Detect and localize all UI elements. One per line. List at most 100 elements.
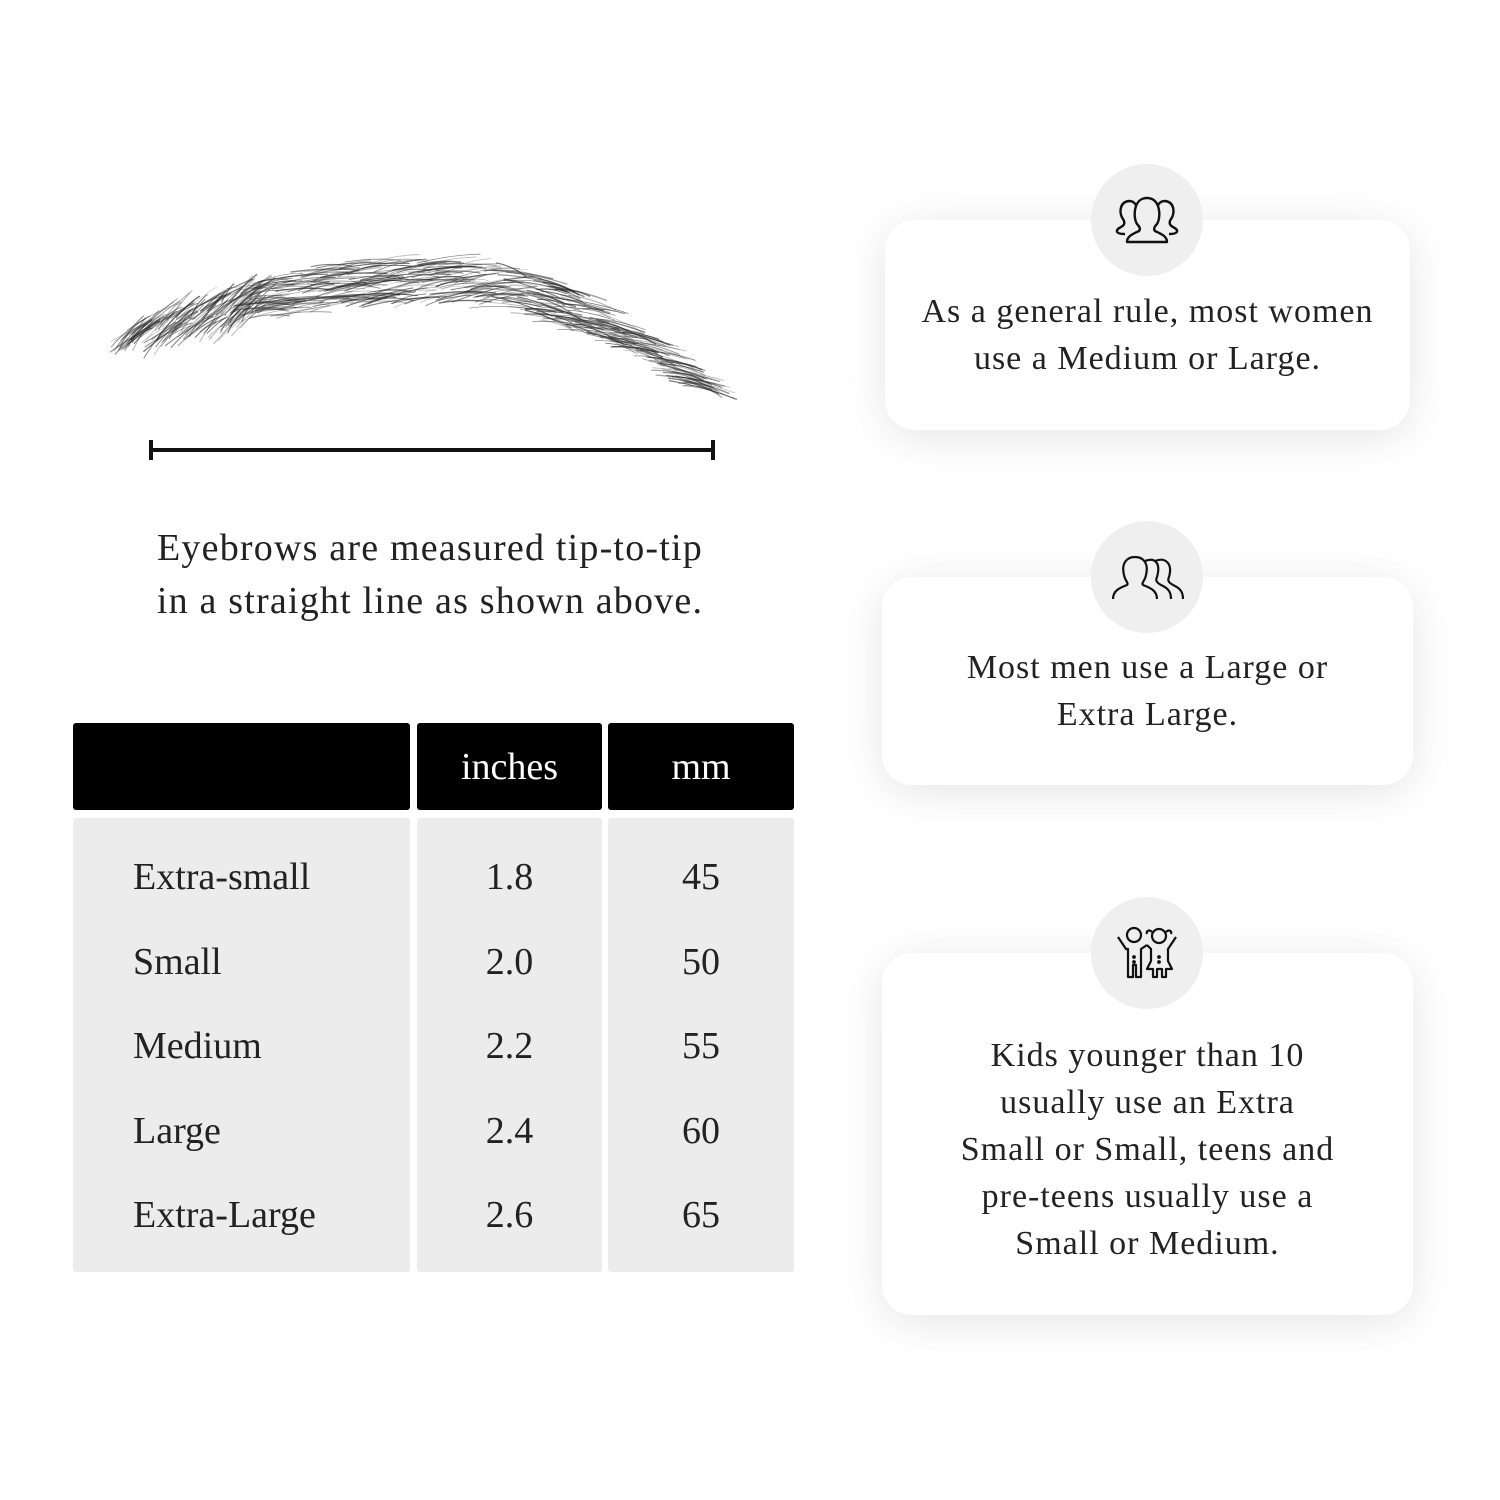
eyebrow-hair-stroke [239, 297, 300, 305]
kids-icon [1117, 926, 1177, 979]
eyebrow-hair-stroke [362, 271, 425, 285]
eyebrow-hair-stroke [320, 272, 388, 279]
eyebrow-hair-stroke [254, 280, 297, 289]
eyebrow-hair-stroke [254, 301, 303, 312]
eyebrow-hair-stroke [126, 302, 182, 331]
eyebrow-hair-stroke [524, 313, 582, 322]
eyebrow-hair-stroke [310, 263, 353, 268]
measurement-ruler [149, 440, 715, 460]
eyebrow-hair-stroke [226, 287, 268, 324]
card-text: pre-teens usually use a [981, 1177, 1314, 1215]
eyebrow-hair-stroke [283, 296, 351, 302]
eyebrow-hair-stroke [524, 307, 557, 313]
eyebrow-hair-stroke [540, 295, 611, 311]
eyebrow-hair-stroke [241, 291, 262, 322]
eyebrow-hair-stroke [372, 262, 437, 278]
eyebrow-hair-stroke [306, 280, 367, 284]
eyebrow-hair-stroke [395, 270, 431, 275]
card-text: Extra Large. [1056, 696, 1239, 733]
men-icon-badge [1091, 521, 1203, 633]
eyebrow-hair-stroke [483, 297, 546, 307]
eyebrow-hair-stroke [229, 277, 276, 314]
eyebrow-hair-stroke [667, 378, 736, 394]
eyebrow-hair-stroke [191, 292, 232, 321]
eyebrow-hair-stroke [249, 314, 290, 319]
eyebrow-hair-stroke [390, 261, 447, 274]
eyebrow-hair-stroke [429, 271, 464, 276]
eyebrow-hair-stroke [617, 340, 680, 350]
eyebrow-hair-stroke [313, 266, 381, 284]
inches-value: 2.6 [485, 1194, 534, 1236]
eyebrow-hair-stroke [315, 284, 362, 298]
eyebrow-hair-stroke [404, 275, 469, 285]
eyebrow-hair-stroke [575, 322, 642, 334]
size-label: Extra-Large [133, 1194, 316, 1236]
eyebrow-hair-stroke [468, 272, 499, 282]
eyebrow-hair-stroke [144, 301, 174, 327]
eyebrow-hair-stroke [137, 310, 178, 340]
eyebrow-hair-stroke [651, 369, 705, 380]
inches-value: 1.8 [485, 856, 534, 898]
eyebrow-hair-stroke [668, 371, 715, 389]
eyebrow-hair-stroke [599, 336, 637, 345]
eyebrow-hair-stroke [423, 265, 487, 270]
eyebrow-hair-stroke [551, 285, 608, 302]
eyebrow-hair-stroke [667, 377, 730, 395]
eyebrow-hair-stroke [513, 300, 576, 310]
eyebrow-hair-stroke [154, 292, 190, 332]
eyebrow-hair-stroke [344, 258, 401, 263]
eyebrow-hair-stroke [157, 312, 175, 330]
eyebrow-hair-stroke [227, 297, 253, 326]
eyebrow-hair-stroke [255, 306, 297, 312]
eyebrow-hair-stroke [193, 290, 240, 320]
eyebrow-hair-stroke [503, 279, 569, 293]
eyebrow-hair-stroke [341, 294, 396, 298]
eyebrow-hair-stroke [252, 302, 292, 310]
eyebrow-hair-stroke [243, 296, 286, 308]
eyebrow-hair-stroke [675, 375, 717, 391]
eyebrow-hair-stroke [373, 258, 421, 265]
card-text: Kids younger than 10 [990, 1036, 1305, 1074]
eyebrow-hair-stroke [319, 284, 381, 302]
mm-value: 45 [682, 856, 720, 898]
eyebrow-hair-stroke [219, 295, 262, 332]
eyebrow-hair-stroke [686, 379, 713, 390]
size-column: Extra-small Small Medium Large Extra-Lar… [73, 818, 410, 1272]
eyebrow-hair-stroke [287, 282, 341, 293]
eyebrow-hair-stroke [110, 315, 151, 348]
eyebrow-hair-stroke [383, 260, 428, 265]
eyebrow-hair-stroke [390, 295, 447, 304]
eyebrow-hair-stroke [674, 368, 709, 385]
eyebrow-hair-stroke [465, 268, 529, 281]
eyebrow-hair-stroke [486, 292, 524, 298]
eyebrow-hair-stroke [136, 310, 178, 336]
eyebrow-hair-stroke [130, 319, 153, 335]
eyebrow-hair-stroke [533, 279, 581, 300]
eyebrow-hair-stroke [567, 326, 602, 332]
eyebrow-hair-stroke [460, 285, 507, 295]
eyebrow-hair-stroke [128, 324, 145, 347]
eyebrow-hair-stroke [612, 320, 644, 335]
eyebrow-hair-stroke [501, 297, 532, 303]
eyebrow-hair-stroke [609, 331, 680, 348]
size-label: Medium [133, 1025, 262, 1067]
eyebrow-hair-stroke [394, 284, 440, 289]
eyebrow-hair-stroke [114, 313, 165, 342]
eyebrow-hair-stroke [283, 296, 337, 299]
eyebrow-hair-stroke [159, 306, 183, 326]
eyebrow-hair-stroke [381, 278, 441, 287]
eyebrow-hair-stroke [135, 298, 178, 335]
header-inches: inches [417, 723, 602, 810]
eyebrow-hair-stroke [392, 262, 464, 271]
eyebrow-hair-stroke [416, 253, 481, 264]
eyebrow-hair-stroke [114, 319, 153, 355]
eyebrow-hair-stroke [655, 374, 726, 388]
eyebrow-hair-stroke [381, 289, 436, 296]
eyebrow-hair-stroke [246, 308, 284, 314]
eyebrow-hair-stroke [290, 268, 360, 273]
eyebrow-hair-stroke [121, 323, 149, 340]
eyebrow-hair-stroke [450, 285, 504, 291]
eyebrow-hair-stroke [417, 260, 462, 266]
eyebrow-hair-stroke [520, 309, 556, 322]
eyebrow-hair-stroke [672, 371, 713, 386]
